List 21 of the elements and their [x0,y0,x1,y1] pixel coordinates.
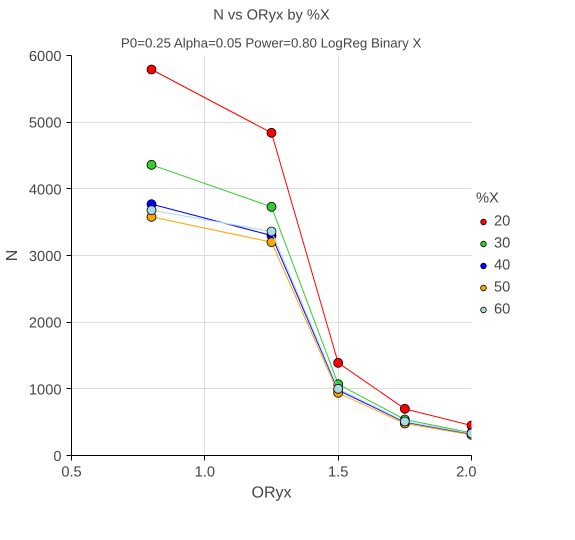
y-tick-label: 0 [53,449,62,465]
legend-label: 40 [494,258,512,274]
y-tick-label: 4000 [28,182,62,198]
legend-label: 30 [494,236,512,252]
legend-title: %X [476,190,500,206]
y-tick-label: 1000 [28,382,62,398]
x-tick-label: 1.5 [328,464,348,480]
y-tick-label: 6000 [28,49,62,65]
y-axis-title: N [4,250,21,262]
legend-label: 60 [494,302,512,318]
chart-title: N vs ORyx by %X [213,8,330,24]
x-axis-title: ORyx [252,484,292,502]
y-tick-label: 5000 [28,116,62,132]
legend-label: 50 [494,280,512,296]
x-tick-label: 2.0 [456,464,476,480]
y-tick-label: 3000 [28,249,62,265]
chart-subtitle: P0=0.25 Alpha=0.05 Power=0.80 LogReg Binary X [120,36,422,50]
legend-label: 20 [494,214,512,230]
x-tick-label: 0.5 [61,464,82,480]
y-tick-label: 2000 [28,316,62,332]
x-tick-label: 1.0 [194,464,216,480]
